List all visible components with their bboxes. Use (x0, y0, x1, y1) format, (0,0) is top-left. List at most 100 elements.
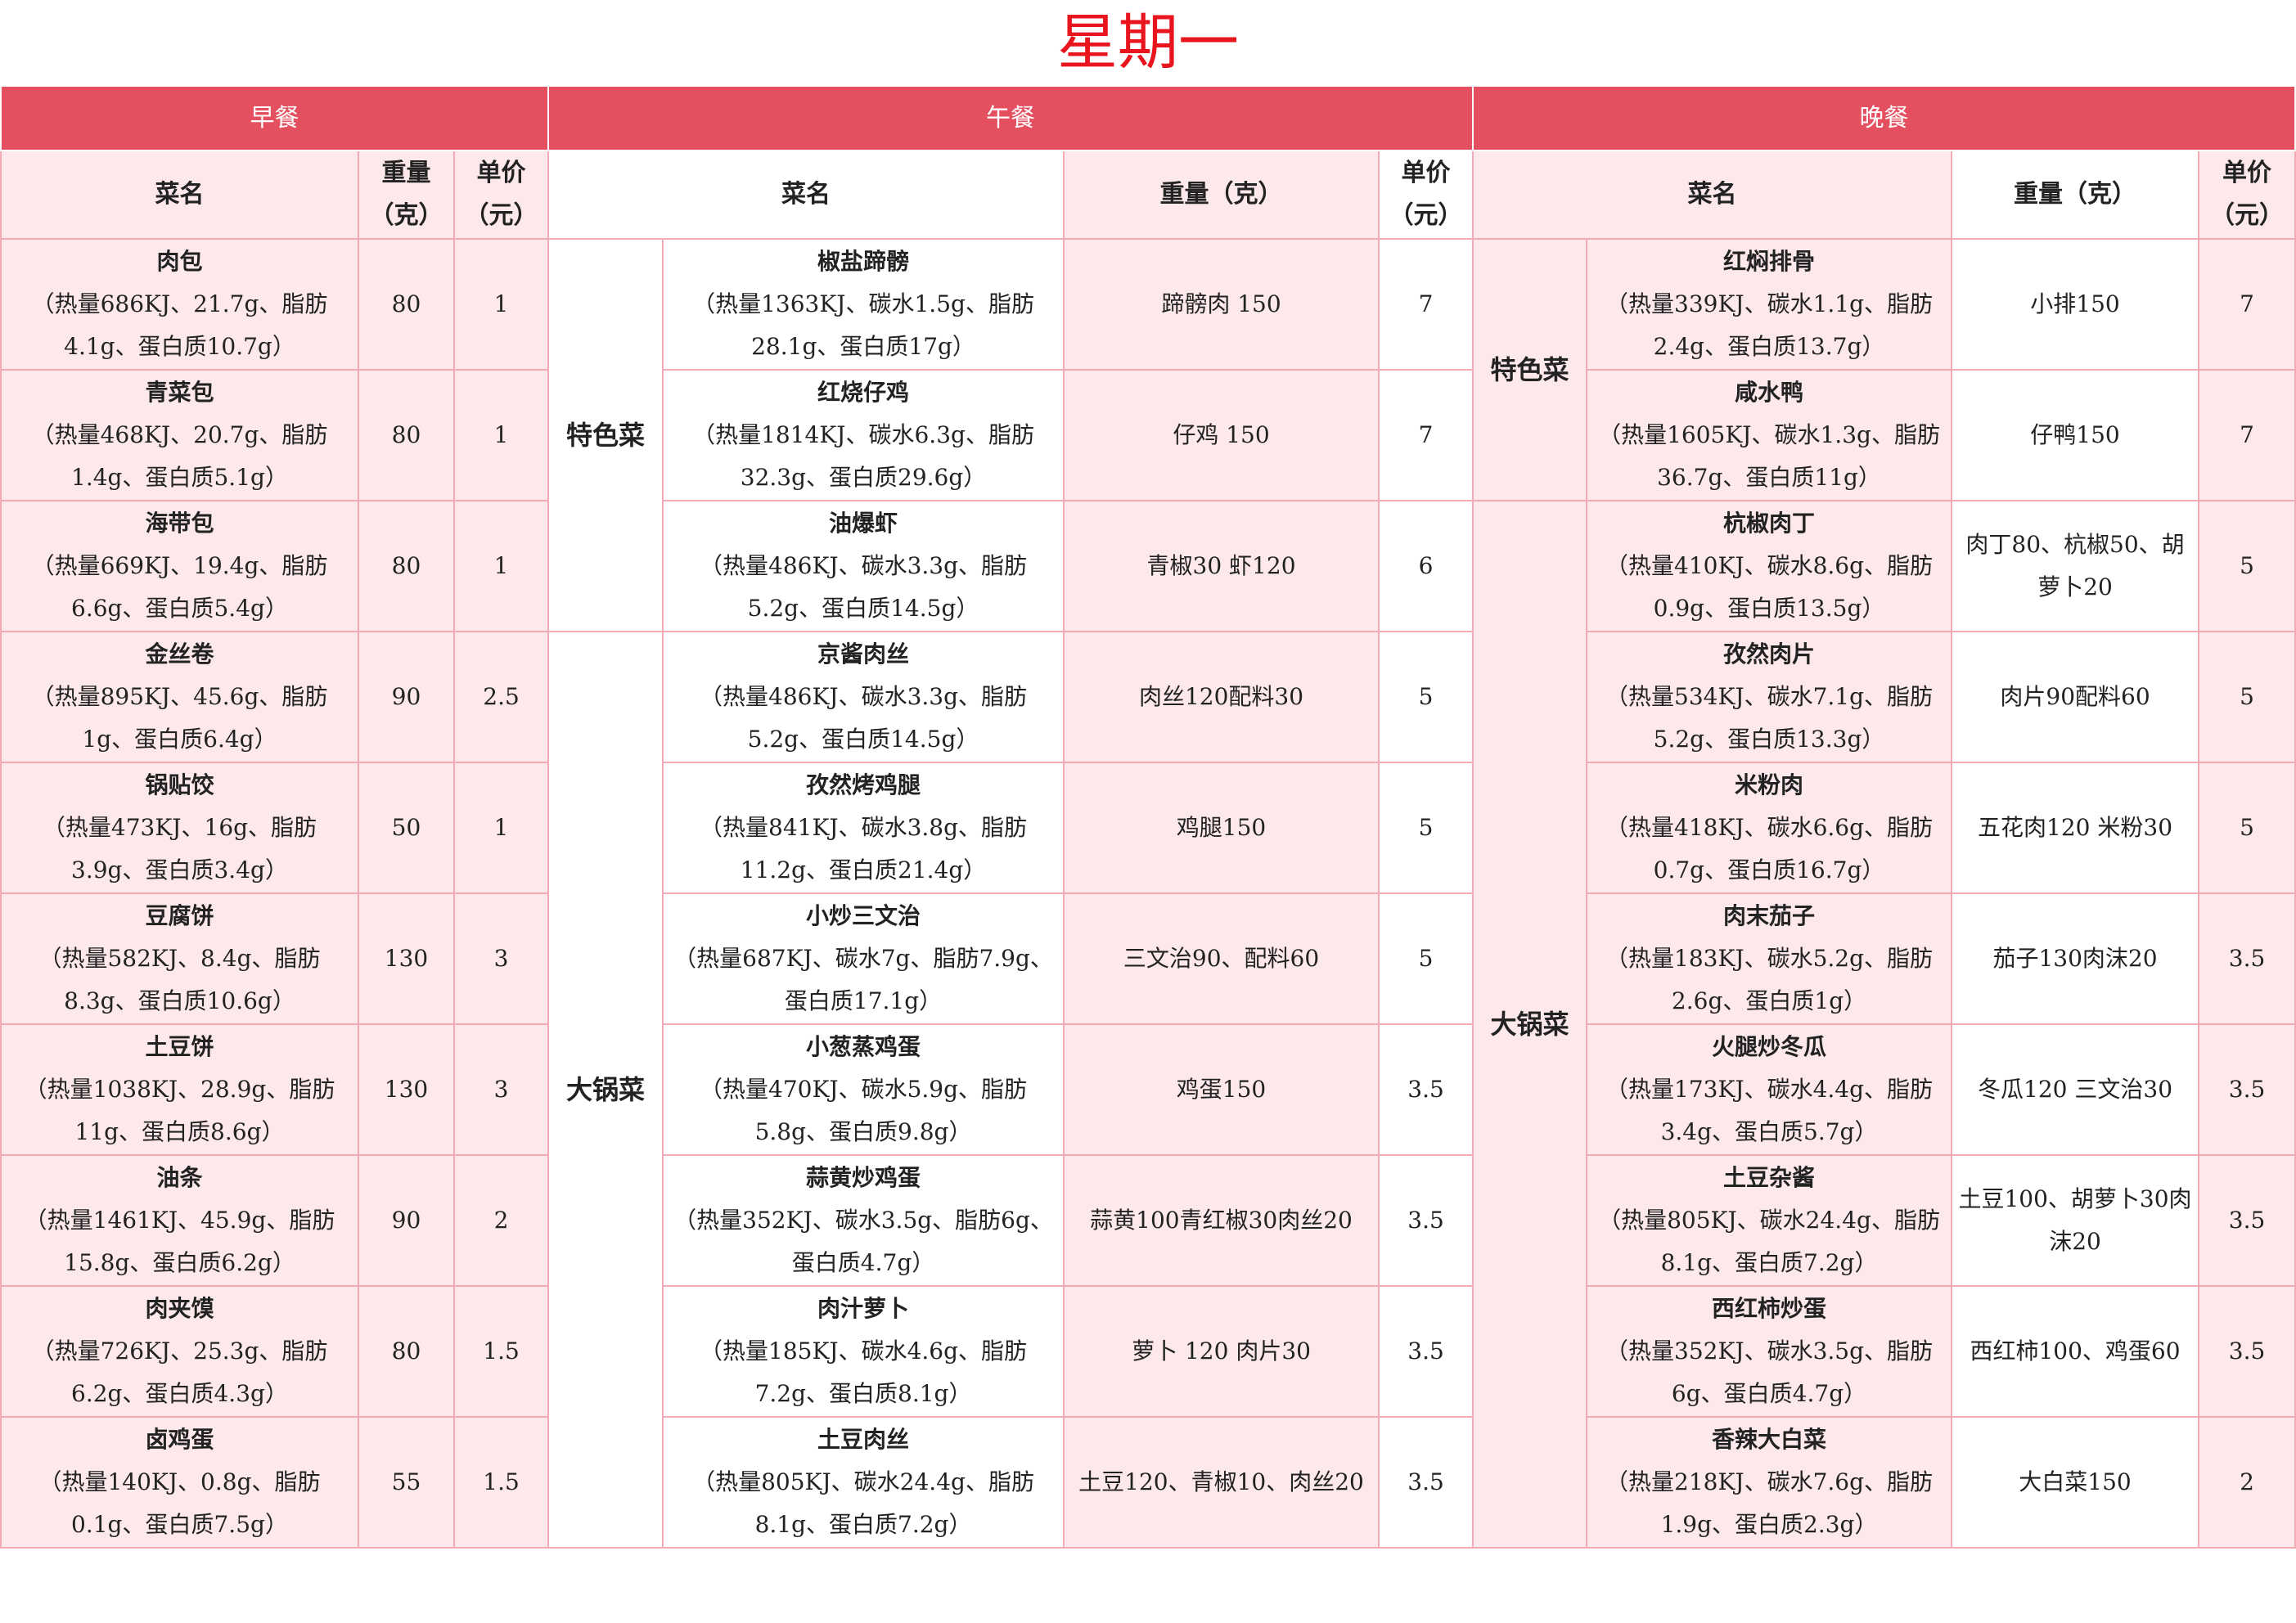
dish-price: 5 (1378, 762, 1474, 894)
menu-row: 海带包 （热量669KJ、19.4g、脂肪6.6g、蛋白质5.4g） 80 1 油爆虾（… (0, 500, 2296, 1549)
column-header: 菜名 (1472, 150, 1953, 240)
dish-cell: 红烧仔鸡 （热量1814KJ、碳水6.3g、脂肪32.3g、蛋白质29.6g） (662, 369, 1065, 501)
menu-row: 肉夹馍 （热量726KJ、25.3g、脂肪6.2g、蛋白质4.3g） 80 1.5 肉汁… (0, 1285, 2296, 1418)
dish-price: 7 (1378, 238, 1474, 371)
dish-name: 香辣大白菜 (1712, 1426, 1827, 1453)
dish-info: （热量687KJ、碳水7g、脂肪7.9g、蛋白质17.1g） (673, 945, 1053, 1014)
section-header: 晚餐 (1472, 85, 2296, 151)
dish-info: （热量339KJ、碳水1.1g、脂肪2.4g、蛋白质13.7g） (1605, 290, 1934, 360)
dish-info: （热量140KJ、0.8g、脂肪0.1g、蛋白质7.5g） (38, 1468, 321, 1538)
dish-cell: 油条 （热量1461KJ、45.9g、脂肪15.8g、蛋白质6.2g） (0, 1154, 359, 1287)
dish-info: （热量218KJ、碳水7.6g、脂肪1.9g、蛋白质2.3g） (1605, 1468, 1934, 1538)
dish-price: 3.5 (1378, 1023, 1474, 1156)
dish-name: 肉末茄子 (1723, 902, 1816, 929)
dish-weight: 肉丝120配料30 (1063, 631, 1380, 763)
dish-weight: 三文治90、配料60 (1063, 892, 1380, 1025)
menu-row: 青菜包 （热量468KJ、20.7g、脂肪1.4g、蛋白质5.1g） 80 1 红烧仔鸡… (0, 369, 2296, 501)
dish-cell: 京酱肉丝 （热量486KJ、碳水3.3g、脂肪5.2g、蛋白质14.5g） (662, 631, 1065, 763)
dish-cell: 锅贴饺 （热量473KJ、16g、脂肪3.9g、蛋白质3.4g） (0, 762, 359, 894)
dish-name: 肉包 (156, 248, 203, 275)
dish-price: 1 (452, 762, 550, 894)
dish-price: 3.5 (2198, 892, 2296, 1025)
column-header: 重量（克） (1063, 150, 1380, 240)
dish-info: （热量352KJ、碳水3.5g、脂肪6g、蛋白质4.7g） (1605, 1338, 1934, 1407)
menu-table: 早餐 午餐 晚餐 菜名 重量（克） 单价（元） 菜名 重量（克） 单价（元） 菜名 重量（克） 单价（… (0, 85, 2296, 1549)
dish-cell: 青菜包 （热量468KJ、20.7g、脂肪1.4g、蛋白质5.1g） (0, 369, 359, 501)
dish-name: 米粉肉 (1735, 771, 1804, 798)
dish-cell: 杭椒肉丁 （热量410KJ、碳水8.6g、脂肪0.9g、蛋白质13.5g） (1586, 500, 1953, 632)
dish-price: 7 (2198, 238, 2296, 371)
dish-price: 3.5 (2198, 1285, 2296, 1418)
dish-cell: 肉包 （热量686KJ、21.7g、脂肪4.1g、蛋白质10.7g） (0, 238, 359, 371)
dish-price: 6 (1378, 500, 1474, 632)
column-header: 单价（元） (2198, 150, 2296, 240)
dish-info: （热量185KJ、碳水4.6g、脂肪7.2g、蛋白质8.1g） (700, 1338, 1028, 1407)
page-title: 星期一 (1057, 7, 1239, 78)
dish-info: （热量468KJ、20.7g、脂肪1.4g、蛋白质5.1g） (31, 421, 328, 491)
menu-row: 卤鸡蛋 （热量140KJ、0.8g、脂肪0.1g、蛋白质7.5g） 55 1.5 土豆肉… (0, 1416, 2296, 1549)
dish-info: （热量410KJ、碳水8.6g、脂肪0.9g、蛋白质13.5g） (1605, 552, 1934, 622)
dish-name: 油爆虾 (829, 510, 898, 537)
dish-cell: 红焖排骨 （热量339KJ、碳水1.1g、脂肪2.4g、蛋白质13.7g） (1586, 238, 1953, 371)
dish-cell: 土豆饼 （热量1038KJ、28.9g、脂肪11g、蛋白质8.6g） (0, 1023, 359, 1156)
category-cell: 特色菜 (547, 238, 664, 632)
section-header: 午餐 (547, 85, 1474, 151)
dish-info: （热量470KJ、碳水5.9g、脂肪5.8g、蛋白质9.8g） (700, 1076, 1028, 1145)
dish-weight: 鸡腿150 (1063, 762, 1380, 894)
dish-info: （热量473KJ、16g、脂肪3.9g、蛋白质3.4g） (42, 814, 317, 883)
dish-price: 3.5 (1378, 1154, 1474, 1287)
dish-cell: 咸水鸭 （热量1605KJ、碳水1.3g、脂肪36.7g、蛋白质11g） (1586, 369, 1953, 501)
dish-price: 2.5 (452, 631, 550, 763)
dish-weight: 蒜黄100青红椒30肉丝20 (1063, 1154, 1380, 1287)
dish-price: 1 (452, 238, 550, 371)
dish-price: 3 (452, 1023, 550, 1156)
dish-info: （热量418KJ、碳水6.6g、脂肪0.7g、蛋白质16.7g） (1605, 814, 1934, 883)
dish-price: 1 (452, 369, 550, 501)
column-header: 重量（克） (358, 150, 455, 240)
dish-name: 海带包 (145, 510, 214, 537)
dish-name: 孜然烤鸡腿 (806, 771, 921, 798)
dish-info: （热量534KJ、碳水7.1g、脂肪5.2g、蛋白质13.3g） (1605, 683, 1934, 753)
dish-cell: 金丝卷 （热量895KJ、45.6g、脂肪1g、蛋白质6.4g） (0, 631, 359, 763)
dish-weight: 肉片90配料60 (1951, 631, 2200, 763)
dish-price: 5 (2198, 631, 2296, 763)
dish-info: （热量352KJ、碳水3.5g、脂肪6g、蛋白质4.7g） (673, 1207, 1053, 1276)
dish-weight: 80 (358, 500, 455, 632)
dish-info: （热量895KJ、45.6g、脂肪1g、蛋白质6.4g） (31, 683, 328, 753)
dish-weight: 80 (358, 238, 455, 371)
dish-weight: 五花肉120 米粉30 (1951, 762, 2200, 894)
category-cell: 大锅菜 (547, 631, 664, 1549)
dish-name: 金丝卷 (145, 641, 214, 668)
dish-cell: 豆腐饼 （热量582KJ、8.4g、脂肪8.3g、蛋白质10.6g） (0, 892, 359, 1025)
dish-info: （热量1461KJ、45.9g、脂肪15.8g、蛋白质6.2g） (24, 1207, 335, 1276)
category-cell: 特色菜 (1472, 238, 1588, 501)
dish-weight: 大白菜150 (1951, 1416, 2200, 1549)
section-row: 早餐 午餐 晚餐 (0, 85, 2296, 151)
category-cell: 大锅菜 (1472, 500, 1588, 1549)
dish-weight: 茄子130肉沫20 (1951, 892, 2200, 1025)
dish-cell: 小葱蒸鸡蛋 （热量470KJ、碳水5.9g、脂肪5.8g、蛋白质9.8g） (662, 1023, 1065, 1156)
dish-weight: 青椒30 虾120 (1063, 500, 1380, 632)
section-header: 早餐 (0, 85, 550, 151)
dish-cell: 海带包 （热量669KJ、19.4g、脂肪6.6g、蛋白质5.4g） (0, 500, 359, 632)
dish-name: 火腿炒冬瓜 (1712, 1033, 1827, 1060)
dish-info: （热量805KJ、碳水24.4g、脂肪8.1g、蛋白质7.2g） (692, 1468, 1034, 1538)
dish-cell: 油爆虾 （热量486KJ、碳水3.3g、脂肪5.2g、蛋白质14.5g） (662, 500, 1065, 632)
menu-row: 豆腐饼 （热量582KJ、8.4g、脂肪8.3g、蛋白质10.6g） 130 3 小炒三… (0, 892, 2296, 1025)
dish-name: 卤鸡蛋 (145, 1426, 214, 1453)
dish-weight: 土豆120、青椒10、肉丝20 (1063, 1416, 1380, 1549)
dish-cell: 卤鸡蛋 （热量140KJ、0.8g、脂肪0.1g、蛋白质7.5g） (0, 1416, 359, 1549)
dish-name: 蒜黄炒鸡蛋 (806, 1164, 921, 1191)
column-header: 菜名 (0, 150, 359, 240)
dish-weight: 130 (358, 892, 455, 1025)
dish-info: （热量726KJ、25.3g、脂肪6.2g、蛋白质4.3g） (31, 1338, 328, 1407)
dish-weight: 90 (358, 1154, 455, 1287)
dish-info: （热量183KJ、碳水5.2g、脂肪2.6g、蛋白质1g） (1605, 945, 1934, 1014)
dish-price: 3.5 (1378, 1416, 1474, 1549)
dish-price: 1.5 (452, 1285, 550, 1418)
dish-cell: 小炒三文治 （热量687KJ、碳水7g、脂肪7.9g、蛋白质17.1g） (662, 892, 1065, 1025)
dish-info: （热量1814KJ、碳水6.3g、脂肪32.3g、蛋白质29.6g） (692, 421, 1034, 491)
dish-name: 豆腐饼 (145, 902, 214, 929)
dish-weight: 冬瓜120 三文治30 (1951, 1023, 2200, 1156)
